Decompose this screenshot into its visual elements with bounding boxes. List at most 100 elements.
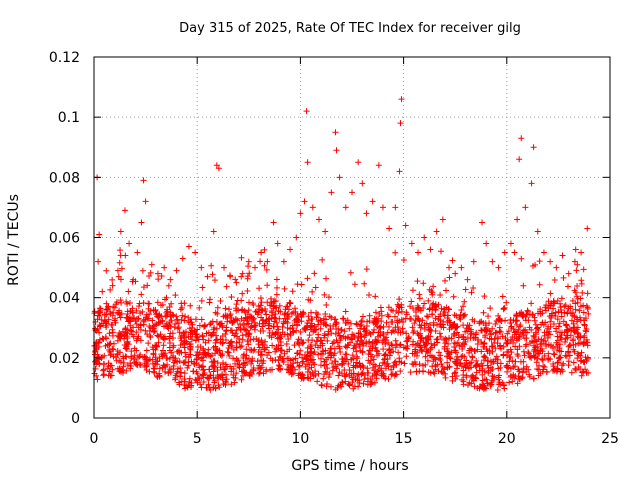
roti-sample-point — [364, 365, 371, 372]
roti-sample-point — [398, 308, 405, 315]
roti-sample-point — [266, 329, 273, 336]
roti-sample-point — [196, 322, 203, 329]
roti-sample-point — [284, 366, 291, 373]
roti-sample-point — [560, 274, 567, 281]
roti-sample-point — [322, 368, 329, 375]
roti-sample-point — [223, 283, 230, 290]
roti-sample-point — [198, 384, 205, 391]
roti-sample-point — [420, 339, 427, 346]
roti-sample-point — [262, 305, 269, 312]
roti-sample-point — [277, 339, 284, 346]
roti-sample-point — [488, 331, 495, 338]
roti-data-point — [103, 300, 110, 307]
roti-sample-point — [495, 365, 502, 372]
roti-data-point — [121, 207, 128, 214]
roti-data-point — [342, 204, 349, 211]
roti-sample-point — [117, 349, 124, 356]
roti-sample-point — [260, 316, 267, 323]
roti-sample-point — [236, 335, 243, 342]
roti-sample-point — [398, 316, 405, 323]
roti-sample-point — [514, 380, 521, 387]
roti-sample-point — [117, 247, 124, 254]
roti-data-point — [518, 135, 525, 142]
roti-sample-point — [181, 378, 188, 385]
roti-sample-point — [419, 368, 426, 375]
roti-sample-point — [557, 300, 564, 307]
roti-sample-point — [565, 305, 572, 312]
roti-data-point — [578, 249, 585, 256]
roti-sample-point — [449, 373, 456, 380]
roti-sample-point — [116, 365, 123, 372]
roti-sample-point — [217, 351, 224, 358]
roti-sample-point — [227, 311, 234, 318]
roti-sample-point — [328, 345, 335, 352]
roti-sample-point — [570, 359, 577, 366]
y-tick-label: 0.02 — [49, 351, 80, 367]
roti-sample-point — [539, 310, 546, 317]
roti-sample-point — [263, 366, 270, 373]
roti-sample-point — [572, 341, 579, 348]
roti-sample-point — [381, 335, 388, 342]
roti-sample-point — [169, 352, 176, 359]
roti-sample-point — [112, 353, 119, 360]
roti-sample-point — [546, 331, 553, 338]
roti-sample-point — [242, 309, 249, 316]
roti-sample-point — [180, 359, 187, 366]
roti-sample-point — [214, 304, 221, 311]
roti-sample-point — [339, 315, 346, 322]
roti-sample-point — [216, 347, 223, 354]
roti-sample-point — [238, 254, 245, 261]
roti-sample-point — [177, 306, 184, 313]
roti-sample-point — [374, 333, 381, 340]
roti-sample-point — [140, 284, 147, 291]
roti-sample-point — [492, 356, 499, 363]
roti-sample-point — [122, 325, 129, 332]
roti-sample-point — [535, 336, 542, 343]
roti-sample-point — [416, 291, 423, 298]
roti-sample-point — [575, 340, 582, 347]
roti-sample-point — [431, 370, 438, 377]
roti-sample-point — [155, 320, 162, 327]
roti-sample-point — [408, 298, 415, 305]
roti-data-point — [396, 168, 403, 175]
roti-data-point — [584, 225, 591, 232]
roti-sample-point — [486, 320, 493, 327]
roti-sample-point — [294, 281, 301, 288]
roti-sample-point — [488, 381, 495, 388]
roti-sample-point — [554, 359, 561, 366]
roti-sample-point — [438, 360, 445, 367]
roti-sample-point — [584, 306, 591, 313]
roti-sample-point — [568, 369, 575, 376]
roti-sample-point — [554, 316, 561, 323]
roti-sample-point — [538, 321, 545, 328]
roti-sample-point — [499, 333, 506, 340]
roti-sample-point — [378, 308, 385, 315]
roti-sample-point — [500, 381, 507, 388]
roti-sample-point — [456, 342, 463, 349]
roti-sample-point — [530, 375, 537, 382]
roti-sample-point — [433, 336, 440, 343]
roti-sample-point — [369, 373, 376, 380]
x-tick-label: 10 — [291, 431, 309, 447]
roti-sample-point — [466, 322, 473, 329]
roti-sample-point — [192, 316, 199, 323]
roti-sample-point — [576, 307, 583, 314]
roti-sample-point — [364, 318, 371, 325]
roti-sample-point — [367, 351, 374, 358]
roti-sample-point — [270, 323, 277, 330]
roti-sample-point — [582, 366, 589, 373]
roti-sample-point — [321, 358, 328, 365]
roti-sample-point — [292, 366, 299, 373]
roti-sample-point — [275, 362, 282, 369]
roti-sample-point — [94, 376, 101, 383]
roti-sample-point — [460, 381, 467, 388]
roti-sample-point — [243, 346, 250, 353]
roti-sample-point — [523, 335, 530, 342]
roti-sample-point — [556, 320, 563, 327]
roti-sample-point — [168, 300, 175, 307]
roti-sample-point — [104, 365, 111, 372]
roti-sample-point — [120, 355, 127, 362]
roti-data-point — [95, 258, 102, 265]
roti-data-point — [479, 219, 486, 226]
roti-data-point — [117, 228, 124, 235]
